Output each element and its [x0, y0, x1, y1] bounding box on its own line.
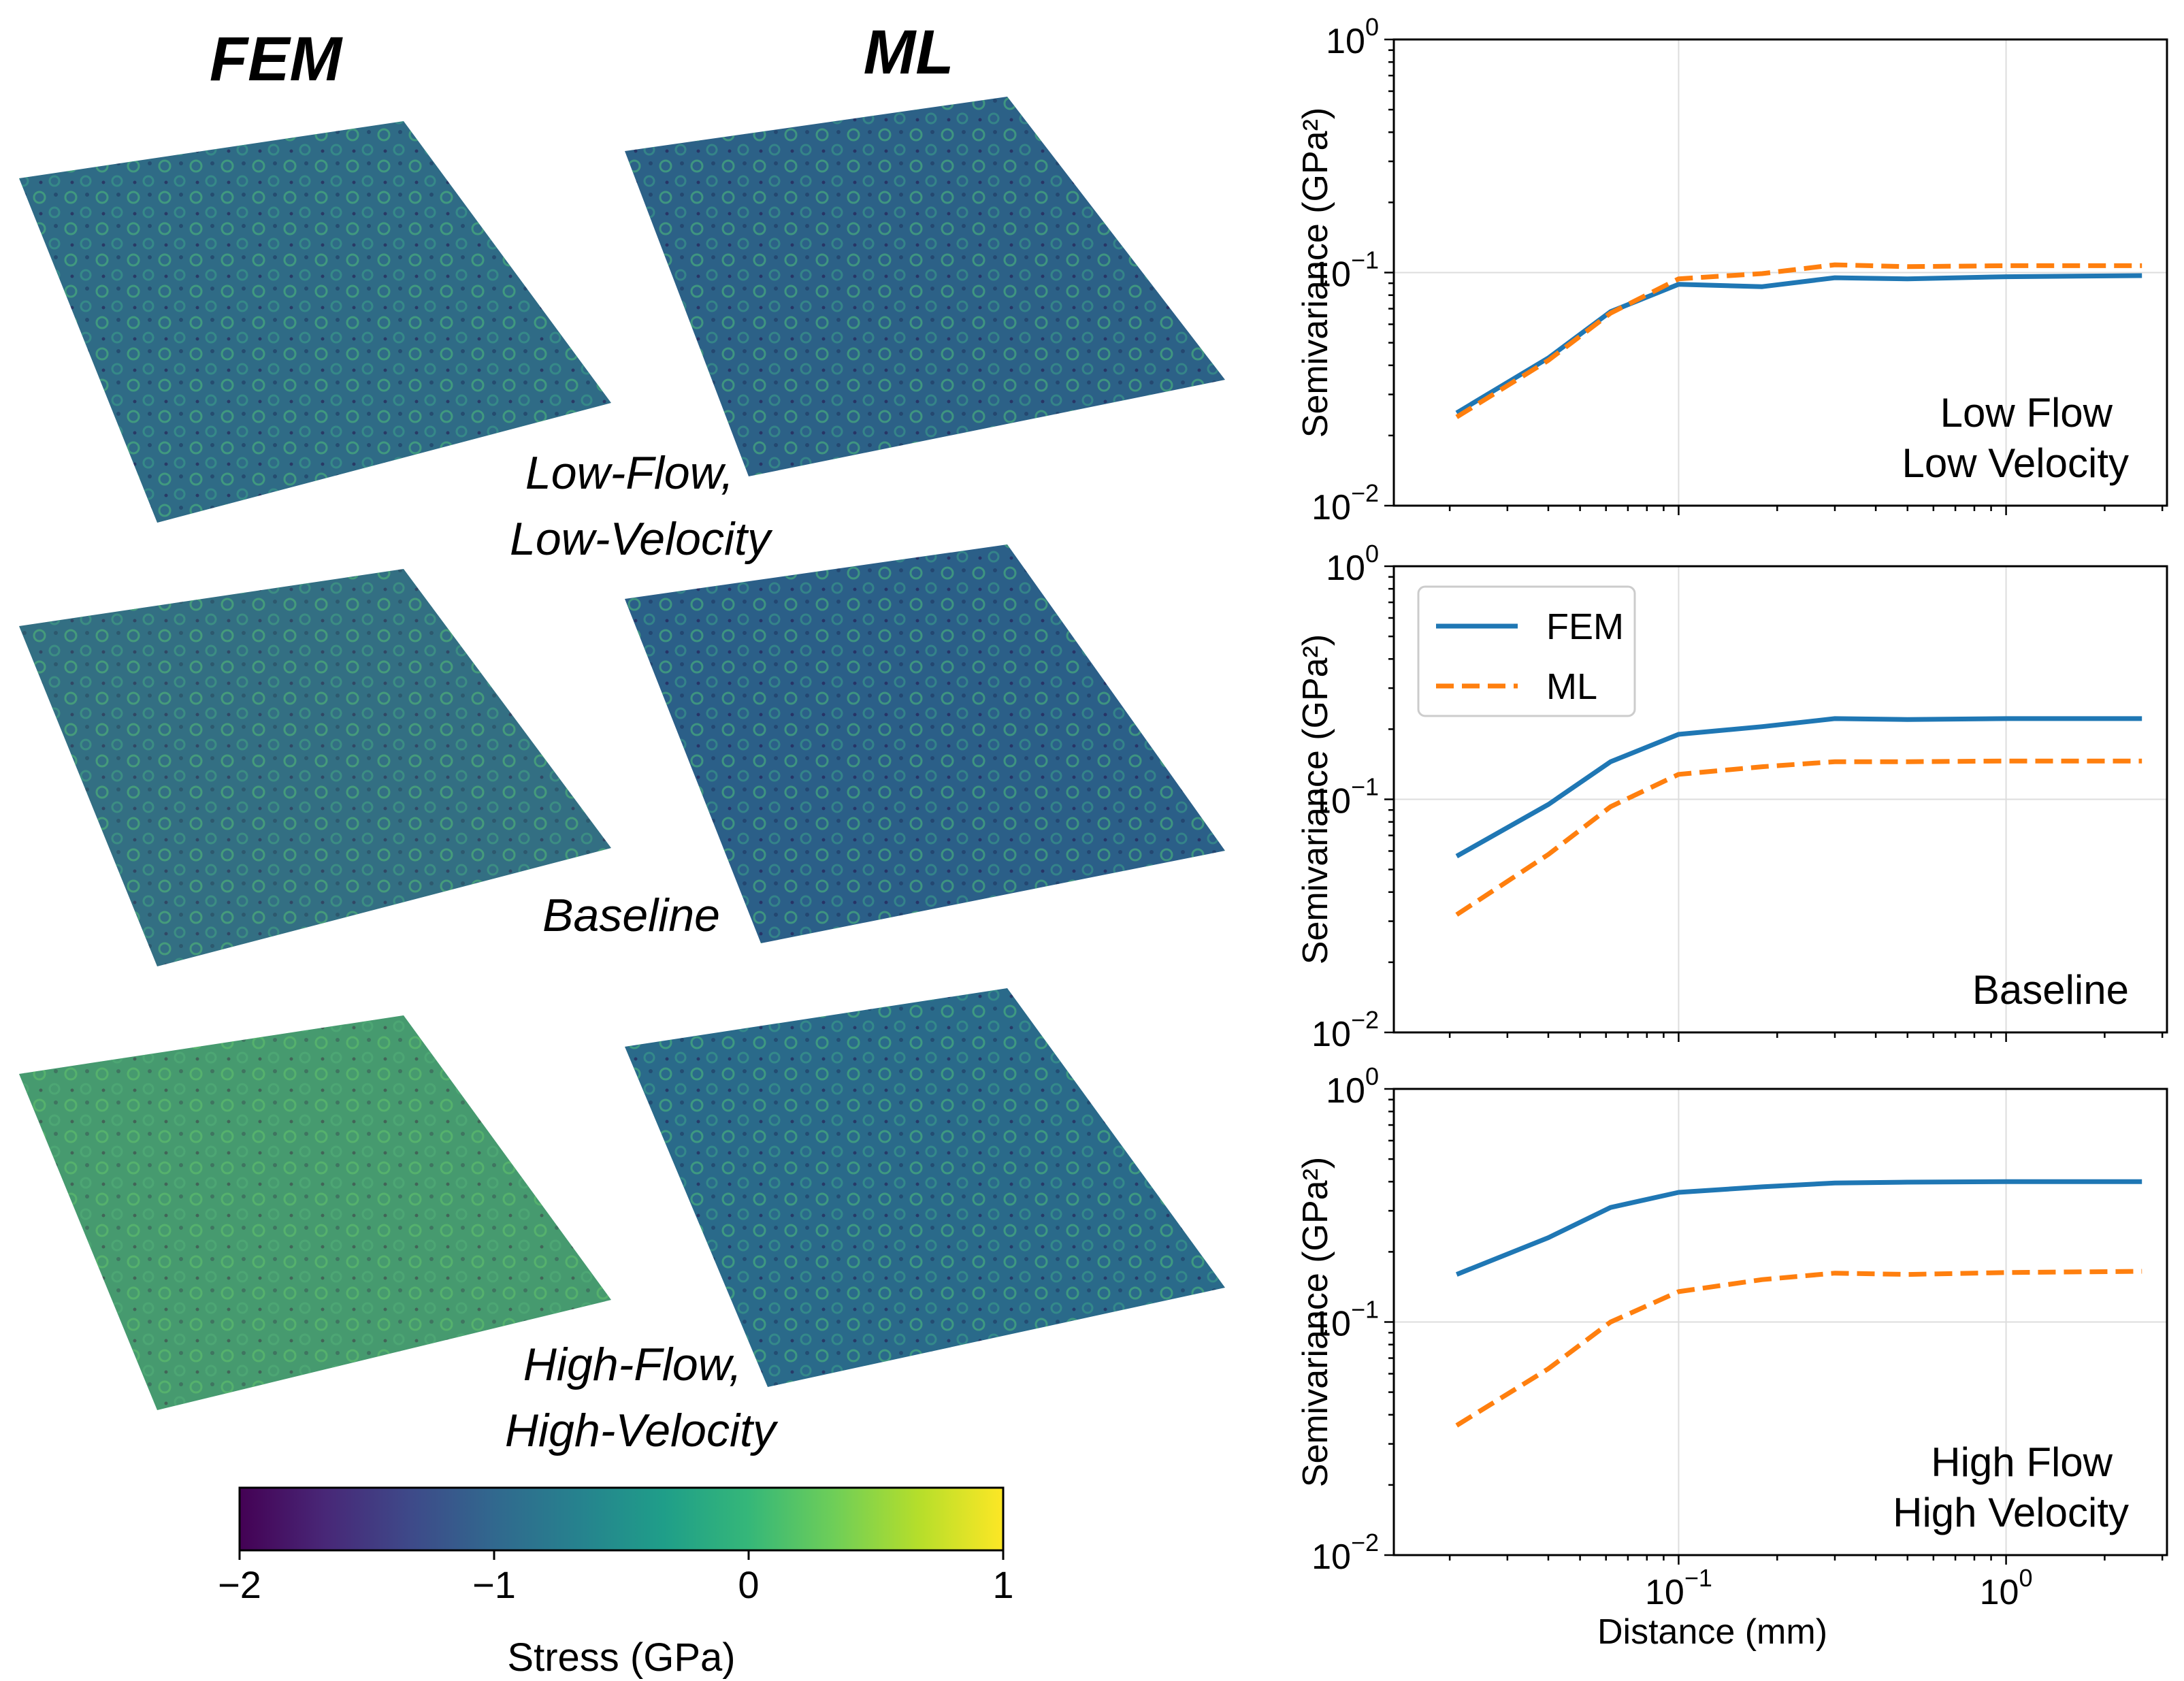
- y-axis-label: Semivariance (GPa²): [1296, 108, 1335, 438]
- fem-map-high-flow: [19, 1015, 611, 1410]
- fem-map-low-flow: [19, 121, 611, 523]
- fem-column-title: FEM: [210, 25, 344, 94]
- colorbar-gradient: [238, 1486, 1005, 1552]
- chart-annotation: High Flow: [1931, 1439, 2113, 1485]
- y-axis-label: Semivariance (GPa²): [1296, 634, 1335, 964]
- chart-annotation: Low Flow: [1940, 390, 2113, 436]
- colorbar-tick-label: 0: [738, 1563, 759, 1606]
- colorbar-tick-label: −1: [472, 1563, 516, 1606]
- legend: FEM ML: [1417, 585, 1636, 717]
- colorbar: −2 −1 0 1 Stress (GPa): [218, 1486, 1014, 1680]
- x-tick-label: 100: [1980, 1564, 2033, 1612]
- y-tick-label: 100: [1326, 1062, 1379, 1111]
- y-tick-label: 10−2: [1311, 1006, 1379, 1054]
- legend-label-ml: ML: [1546, 666, 1597, 707]
- chart-annotation: Baseline: [1972, 967, 2129, 1013]
- x-axis-label: Distance (mm): [1597, 1612, 1827, 1652]
- x-tick-label: 10−1: [1645, 1564, 1712, 1612]
- condition-label-low-flow-2: Low-Velocity: [510, 513, 773, 565]
- ml-map-baseline: [625, 544, 1225, 943]
- semivariance-chart-3: 10−2 10−1 100 10−1 100 Semivariance (GPa²) Dis…: [1296, 1062, 2168, 1652]
- condition-label-high-flow-1: High-Flow,: [523, 1339, 742, 1390]
- y-axis-label: Semivariance (GPa²): [1296, 1157, 1335, 1487]
- y-tick-label: 10−2: [1311, 1529, 1379, 1577]
- y-tick-label: 100: [1326, 540, 1379, 588]
- colorbar-tick-label: −2: [218, 1563, 261, 1606]
- colorbar-ticks: −2 −1 0 1: [218, 1550, 1014, 1606]
- condition-label-baseline: Baseline: [542, 890, 720, 941]
- series-line-ml: [1455, 262, 2142, 419]
- semivariance-chart-2: 10−2 10−1 100 Semivariance (GPa²) Baseline FE…: [1296, 540, 2168, 1054]
- fem-map-baseline: [19, 569, 611, 966]
- chart-annotation: High Velocity: [1893, 1490, 2129, 1535]
- series-line-fem: [1455, 716, 2142, 859]
- ml-column-title: ML: [864, 18, 954, 87]
- colorbar-label: Stress (GPa): [507, 1635, 735, 1680]
- condition-label-low-flow-1: Low-Flow,: [525, 447, 734, 499]
- stress-maps: [19, 97, 1225, 1410]
- ml-map-low-flow: [625, 97, 1225, 476]
- y-tick-label: 10−1: [1311, 246, 1379, 295]
- condition-label-high-flow-2: High-Velocity: [505, 1405, 779, 1456]
- ml-map-high-flow: [625, 988, 1225, 1387]
- series-line-ml: [1455, 758, 2142, 917]
- y-tick-label: 10−1: [1311, 773, 1379, 821]
- semivariance-charts: 10−2 10−1 100 Semivariance (GPa²) Low FlowLo…: [1296, 13, 2168, 1652]
- legend-label-fem: FEM: [1546, 606, 1624, 647]
- y-tick-label: 10−2: [1311, 479, 1379, 527]
- semivariance-chart-1: 10−2 10−1 100 Semivariance (GPa²) Low FlowLo…: [1296, 13, 2168, 527]
- y-tick-label: 10−1: [1311, 1296, 1379, 1344]
- chart-annotation: Low Velocity: [1902, 440, 2129, 486]
- series-line-ml: [1455, 1269, 2142, 1428]
- colorbar-tick-label: 1: [992, 1563, 1013, 1606]
- y-tick-label: 100: [1326, 13, 1379, 61]
- series-line-fem: [1455, 1179, 2142, 1277]
